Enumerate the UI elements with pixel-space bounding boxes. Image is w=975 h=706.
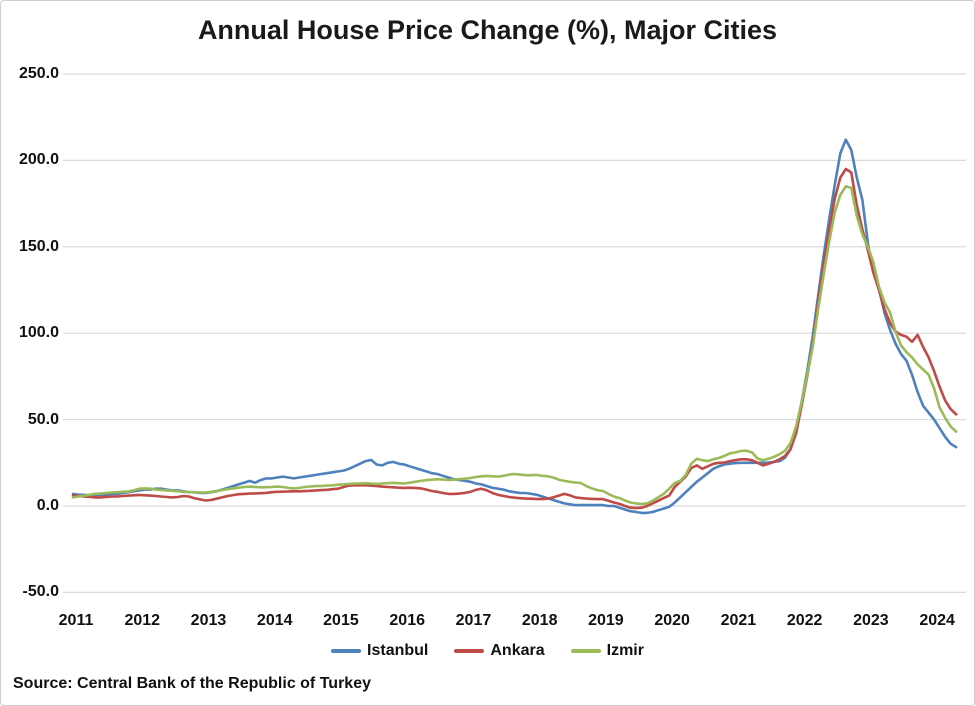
legend-label: Ankara bbox=[490, 642, 545, 659]
x-axis-tick-label: 2015 bbox=[323, 612, 359, 629]
legend-item-ankara: Ankara bbox=[454, 642, 545, 660]
y-axis-tick-label: 150.0 bbox=[18, 237, 59, 255]
x-axis-tick-label: 2011 bbox=[58, 612, 94, 629]
legend: Istanbul Ankara Izmir bbox=[1, 642, 974, 660]
series-line-ankara bbox=[71, 167, 958, 510]
x-axis-tick-label: 2024 bbox=[919, 612, 955, 629]
x-axis-tick-label: 2014 bbox=[256, 612, 293, 629]
x-axis-tick-label: 2023 bbox=[853, 612, 889, 629]
legend-swatch bbox=[570, 649, 601, 653]
legend-label: Izmir bbox=[606, 642, 644, 659]
chart-title: Annual House Price Change (%), Major Cit… bbox=[197, 15, 778, 45]
legend-item-istanbul: Istanbul bbox=[331, 642, 428, 660]
series-line-istanbul bbox=[71, 138, 958, 515]
x-axis-tick-label: 2018 bbox=[521, 612, 558, 629]
legend-item-izmir: Izmir bbox=[570, 642, 644, 660]
x-axis-tick-label: 2020 bbox=[654, 612, 690, 629]
y-axis-tick-label: 50.0 bbox=[27, 410, 59, 428]
x-axis-tick-label: 2016 bbox=[389, 612, 425, 629]
legend-swatch bbox=[331, 649, 362, 653]
y-axis-tick-label: -50.0 bbox=[22, 583, 59, 601]
y-axis-tick-label: 100.0 bbox=[18, 324, 59, 342]
legend-swatch bbox=[454, 649, 485, 653]
x-axis-tick-label: 2012 bbox=[124, 612, 161, 629]
series-line-izmir bbox=[71, 185, 958, 506]
y-axis-tick-label: 200.0 bbox=[18, 151, 59, 169]
x-axis-tick-label: 2017 bbox=[455, 612, 492, 629]
y-axis-tick-label: 0.0 bbox=[36, 497, 59, 514]
legend-label: Istanbul bbox=[367, 642, 429, 659]
x-axis-tick-label: 2013 bbox=[190, 612, 227, 629]
x-axis-tick-label: 2022 bbox=[786, 612, 823, 629]
y-axis-tick-label: 250.0 bbox=[18, 65, 59, 82]
x-axis-tick-label: 2019 bbox=[588, 612, 624, 629]
x-axis-tick-label: 2021 bbox=[720, 612, 757, 629]
source-note: Source: Central Bank of the Republic of … bbox=[13, 675, 371, 692]
